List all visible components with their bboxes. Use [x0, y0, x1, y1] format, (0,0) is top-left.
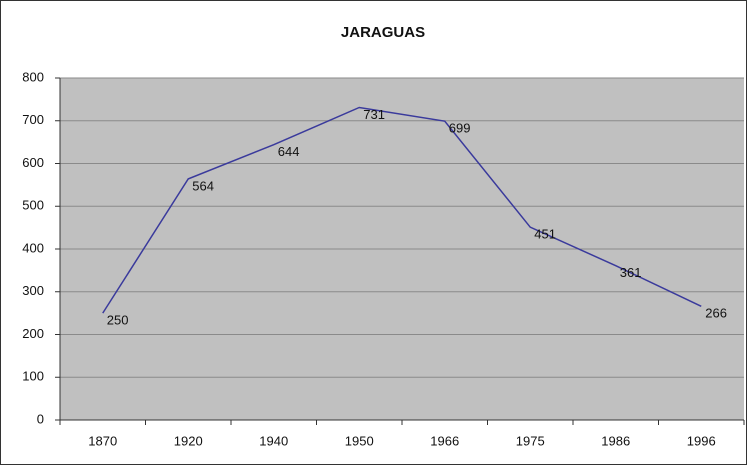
y-tick-label: 600	[22, 155, 44, 170]
y-tick-label: 200	[22, 326, 44, 341]
data-label: 361	[620, 265, 642, 280]
y-tick-label: 800	[22, 69, 44, 84]
y-tick-label: 700	[22, 112, 44, 127]
y-tick-label: 0	[37, 411, 44, 426]
x-tick-label: 1966	[430, 433, 459, 448]
chart-title: JARAGUAS	[341, 24, 425, 41]
x-tick-label: 1950	[345, 433, 374, 448]
x-tick-label: 1996	[687, 433, 716, 448]
data-label: 250	[107, 313, 129, 328]
data-label: 731	[363, 107, 385, 122]
y-tick-label: 300	[22, 283, 44, 298]
x-tick-label: 1870	[88, 433, 117, 448]
x-tick-label: 1975	[516, 433, 545, 448]
data-label: 266	[705, 306, 727, 321]
y-tick-label: 100	[22, 369, 44, 384]
data-label: 564	[192, 178, 214, 193]
x-tick-label: 1920	[174, 433, 203, 448]
y-tick-label: 400	[22, 240, 44, 255]
data-label: 451	[534, 227, 556, 242]
y-tick-label: 500	[22, 198, 44, 213]
x-tick-label: 1986	[601, 433, 630, 448]
data-label: 699	[449, 121, 471, 136]
x-tick-label: 1940	[259, 433, 288, 448]
data-label: 644	[278, 144, 300, 159]
data-line	[102, 106, 702, 314]
